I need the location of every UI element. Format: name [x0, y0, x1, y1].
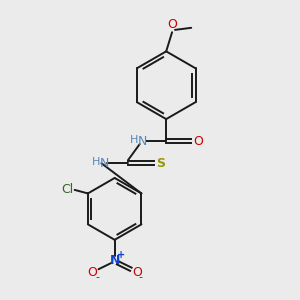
Text: -: -: [139, 272, 142, 283]
Text: N: N: [100, 157, 109, 170]
Text: H: H: [92, 157, 100, 167]
Text: O: O: [167, 18, 177, 31]
Text: O: O: [193, 135, 202, 148]
Text: S: S: [156, 157, 165, 170]
Text: O: O: [88, 266, 98, 279]
Text: +: +: [117, 250, 125, 260]
Text: -: -: [96, 272, 100, 283]
Text: N: N: [110, 254, 120, 267]
Text: O: O: [132, 266, 142, 279]
Text: N: N: [138, 135, 147, 148]
Text: Cl: Cl: [61, 183, 74, 196]
Text: H: H: [130, 135, 138, 145]
